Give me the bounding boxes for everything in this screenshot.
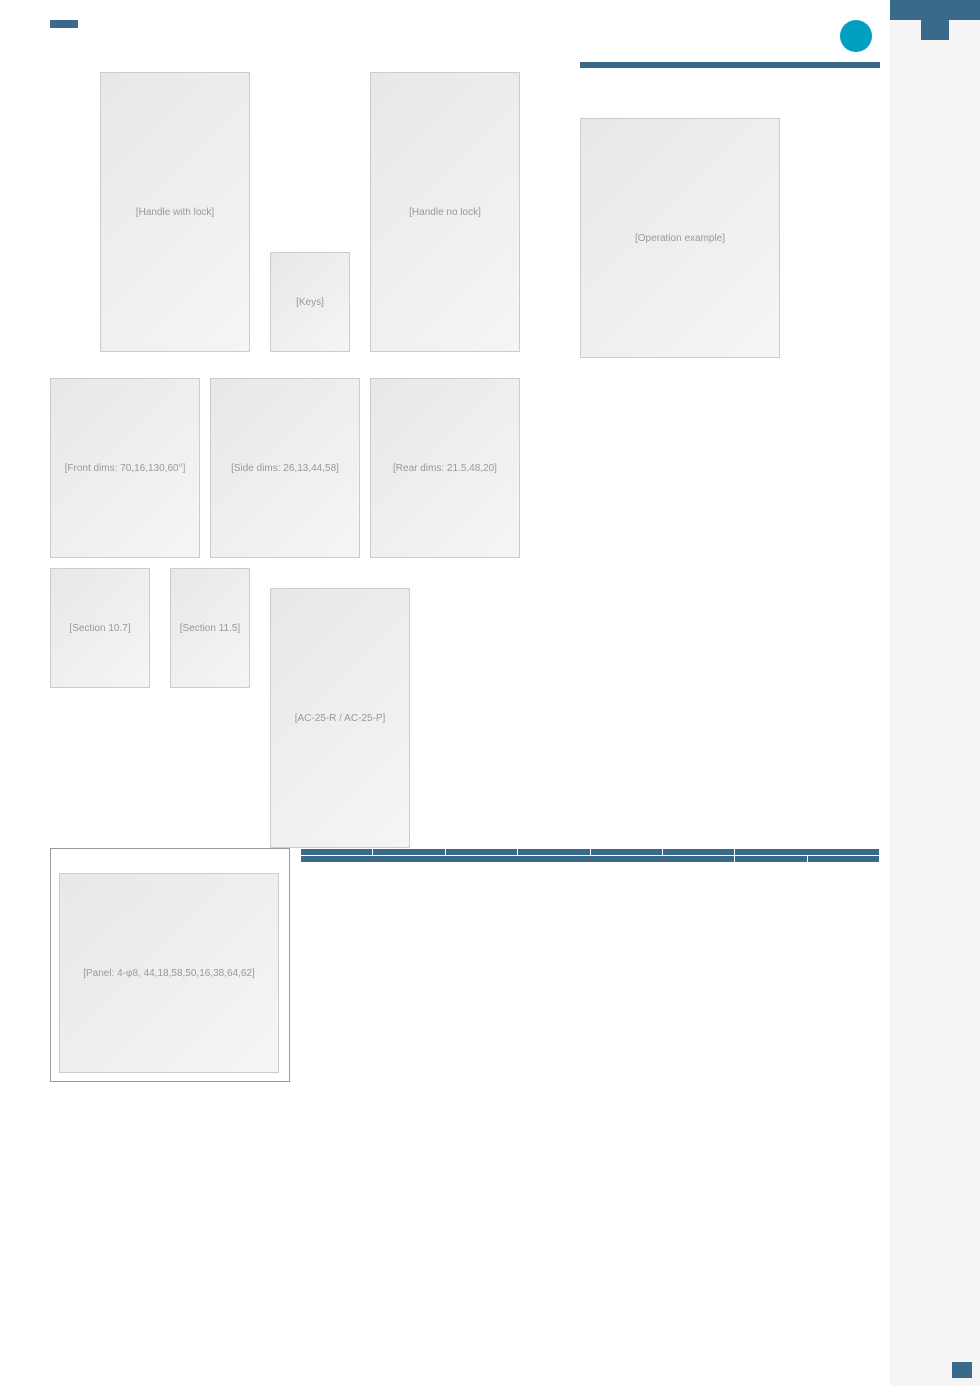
operation-drawing: [Operation example] [580, 118, 780, 358]
panel-drilling-drawing: [Panel: 4-φ8, 44,18,58,50,16,38,64,62] [59, 873, 279, 1073]
product-image-2: [Handle no lock] [370, 72, 520, 352]
page-header [50, 20, 880, 52]
section-drawing-2: [Section 11.5] [170, 568, 250, 688]
rear-view-drawing: [Rear dims: 21.5,48,20] [370, 378, 520, 558]
feature-list-jp [580, 68, 880, 80]
front-view-drawing: [Front dims: 70,16,130,60°] [50, 378, 200, 558]
feature-list-en [580, 80, 880, 92]
product-photos: [Handle with lock] [Keys] [50, 72, 570, 368]
model-number [50, 20, 78, 28]
technical-drawings: [Front dims: 70,16,130,60°] [Side dims: … [50, 378, 570, 558]
key-image: [Keys] [270, 252, 350, 352]
side-view-drawing: [Side dims: 26,13,44,58] [210, 378, 360, 558]
panel-drilling-box: [Panel: 4-φ8, 44,18,58,50,16,38,64,62] [50, 848, 290, 1082]
product-table [300, 848, 880, 863]
page-footer [952, 1360, 972, 1378]
category-sidebar [890, 0, 980, 1386]
product-title [840, 20, 880, 52]
application-drawing: [AC-25-R / AC-25-P] [270, 588, 410, 848]
product-image-1: [Handle with lock] [100, 72, 250, 352]
section-title-vertical [921, 20, 949, 40]
section-drawing-1: [Section 10.7] [50, 568, 150, 688]
fastening-badge [840, 20, 872, 52]
section-letter [890, 0, 980, 20]
